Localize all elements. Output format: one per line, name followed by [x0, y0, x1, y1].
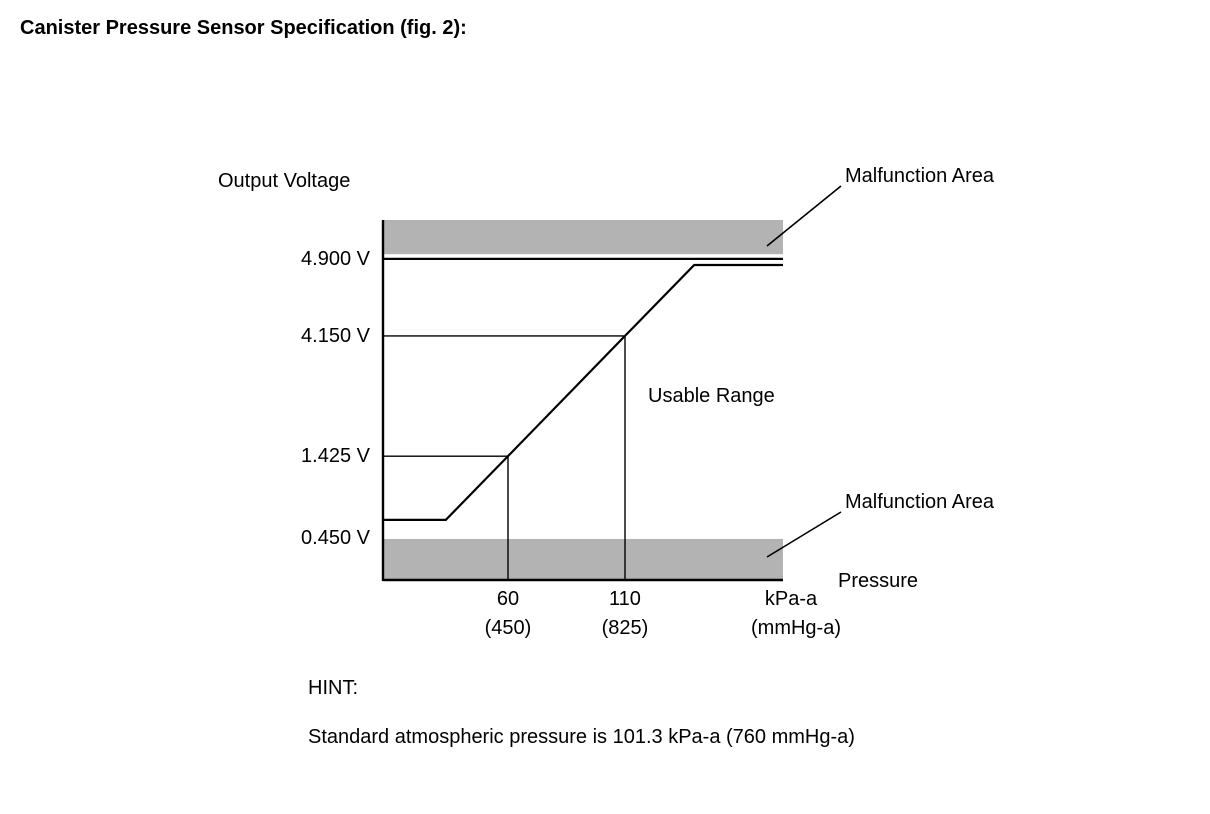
y-tick-1425: 1.425 V — [301, 445, 370, 467]
y-tick-0450: 0.450 V — [301, 527, 370, 549]
x-unit-kpa: kPa-a — [764, 588, 818, 610]
figure-title: Canister Pressure Sensor Specification (… — [20, 17, 467, 39]
usable-range-label: Usable Range — [648, 385, 775, 407]
hint-text: Standard atmospheric pressure is 101.3 k… — [308, 726, 855, 748]
sensor-output-curve — [383, 263, 783, 521]
x-tick-825: (825) — [601, 617, 649, 639]
y-tick-4150: 4.150 V — [301, 325, 370, 347]
y-tick-4900: 4.900 V — [301, 248, 370, 270]
x-axis-label: Pressure — [838, 570, 919, 592]
x-tick-60: 60 — [496, 588, 520, 610]
leader-line-top — [766, 185, 842, 247]
leader-line-bottom — [766, 511, 842, 558]
malfunction-band-bottom — [383, 538, 783, 580]
hint-label: HINT: — [308, 677, 358, 699]
y-axis-label: Output Voltage — [218, 170, 351, 192]
malfunction-area-label-top: Malfunction Area — [845, 165, 994, 187]
x-tick-450: (450) — [484, 617, 532, 639]
malfunction-band-top — [383, 220, 783, 255]
x-unit-mmhg: (mmHg-a) — [751, 617, 841, 639]
malfunction-area-label-bottom: Malfunction Area — [845, 491, 994, 513]
x-tick-110: 110 — [609, 588, 641, 610]
